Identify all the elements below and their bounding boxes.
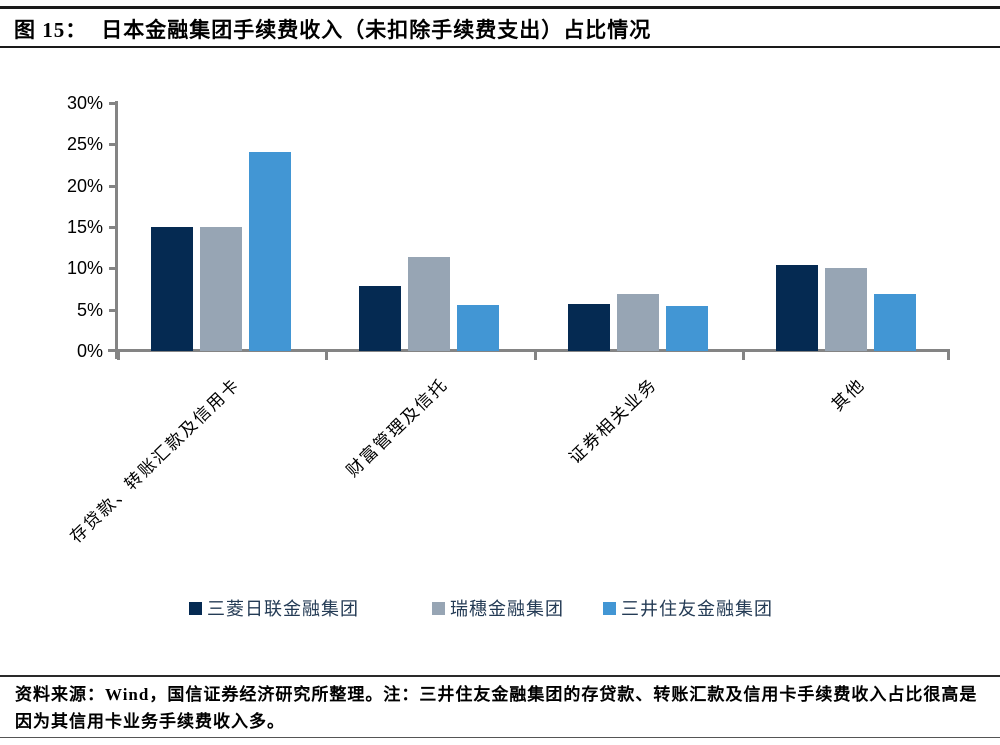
title-divider-rule [0,46,1000,48]
x-axis-category-label: 存贷款、转账汇款及信用卡 [66,374,244,547]
page-title: 图 15： 日本金融集团手续费收入（未扣除手续费支出）占比情况 [14,14,651,44]
bar [665,306,708,351]
footer-divider-rule [0,675,1000,677]
x-axis-line [108,349,950,352]
y-axis-tick [109,226,117,229]
legend-item: 三井住友金融集团 [603,597,773,619]
bottom-border-rule [0,737,1000,738]
x-axis-tick [117,352,120,360]
x-axis-category-label: 财富管理及信托 [343,374,453,481]
y-axis-tick [109,143,117,147]
legend-swatch [603,601,616,615]
y-axis-tick-label: 5% [76,299,103,320]
bar [408,256,451,351]
x-axis-tick [947,352,950,360]
bar [775,265,818,351]
y-axis-tick-label: 10% [66,258,103,279]
bar [151,227,194,351]
figure-number-label: 图 15： [14,18,88,42]
x-axis-category-label: 其他 [828,374,869,415]
x-axis-tick [533,352,537,360]
bar [567,303,610,351]
bar [873,293,916,351]
legend-swatch [189,601,202,615]
top-border-rule [0,6,1000,9]
legend-label: 三井住友金融集团 [621,599,773,619]
y-axis-tick [109,267,117,271]
figure-title-text: 日本金融集团手续费收入（未扣除手续费支出）占比情况 [101,18,652,42]
legend-label: 瑞穗金融集团 [450,599,564,619]
bar [359,285,402,351]
legend-item: 瑞穗金融集团 [432,597,564,619]
x-axis-tick [741,352,745,360]
source-note-text: 资料来源：Wind，国信证券经济研究所整理。注：三井住友金融集团的存贷款、转账汇… [15,685,978,731]
bar [249,151,292,351]
legend-item: 三菱日联金融集团 [189,597,359,619]
y-axis-tick-label: 20% [66,175,103,196]
y-axis-tick [109,184,117,188]
y-axis-tick [109,308,117,312]
bar [616,293,659,351]
bar-chart: 0% 5% 10% 15% 20% 25% 30% 存贷款、转账汇款及信用卡 财富管理及信托 证券… [0,60,1000,675]
legend-label: 三菱日联金融集团 [207,599,359,619]
y-axis-tick [109,102,117,105]
y-axis-tick-label: 0% [76,341,103,361]
x-axis-tick [325,352,329,360]
legend-swatch [432,601,445,615]
y-axis-tick-label: 30% [66,93,103,113]
x-axis-category-label: 证券相关业务 [565,374,661,468]
bar [200,227,243,351]
y-axis-line [115,101,118,359]
y-axis-tick-label: 25% [66,134,103,155]
bar [824,268,867,351]
bar [457,304,500,351]
y-axis-tick-label: 15% [66,217,103,237]
